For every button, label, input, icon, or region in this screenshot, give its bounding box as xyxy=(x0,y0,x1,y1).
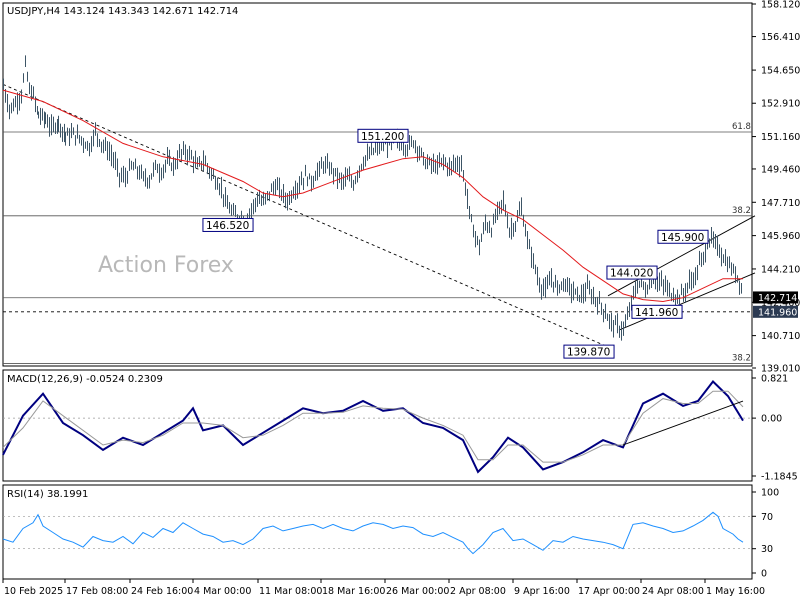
price-trendline xyxy=(2,83,614,350)
xtick-label: 24 Apr 08:00 xyxy=(642,586,704,597)
price-ytick-label: 140.710 xyxy=(761,331,800,342)
price-callout-label: 151.200 xyxy=(361,131,404,143)
rsi-ytick-label: 30 xyxy=(761,544,773,555)
xtick-label: 17 Apr 00:00 xyxy=(578,586,640,597)
fib-level-label: 38.2 xyxy=(732,206,751,216)
price-ytick-label: 158.120 xyxy=(761,0,800,11)
price-panel-frame xyxy=(2,2,753,367)
xtick-label: 2 Apr 08:00 xyxy=(450,586,506,597)
price-callout-label: 145.900 xyxy=(661,232,704,244)
macd-layer xyxy=(2,379,752,474)
price-callout-label: 144.020 xyxy=(610,268,653,280)
macd-ytick-label: -1.1845 xyxy=(761,472,798,483)
rsi-ytick-label: 0 xyxy=(761,569,767,580)
xtick-label: 26 Mar 00:00 xyxy=(386,586,449,597)
price-layer: 61.8 38.2 38.2 151.200 146.520 145.900 144.020… xyxy=(2,55,756,364)
macd-trendline xyxy=(622,400,744,446)
last-price-tag-text: 142.714 xyxy=(758,293,797,304)
xtick-label: 11 Mar 08:00 xyxy=(259,586,322,597)
price-callout-box xyxy=(631,304,683,319)
price-ytick-label: 145.960 xyxy=(761,231,800,242)
price-ytick-label: 151.160 xyxy=(761,132,800,143)
macd-series-macd xyxy=(2,379,744,474)
rsi-panel-frame xyxy=(2,484,753,580)
moving-average-line xyxy=(2,89,743,303)
fib-level-label: 38.2 xyxy=(732,353,751,363)
price-callout-box xyxy=(563,344,615,359)
price-callout-box xyxy=(357,128,409,143)
price-callout-box xyxy=(657,229,709,244)
watermark-text: Action Forex xyxy=(98,253,234,278)
support-price-tag-text: 141.960 xyxy=(758,307,797,318)
xtick-label: 10 Feb 2025 xyxy=(4,586,63,597)
price-callout-label: 141.960 xyxy=(635,307,678,319)
support-price-tag xyxy=(753,305,798,318)
xtick-label: 4 Mar 00:00 xyxy=(194,586,251,597)
xtick-label: 24 Feb 16:00 xyxy=(131,586,193,597)
xtick-label: 17 Feb 08:00 xyxy=(66,586,128,597)
macd-ytick-label: 0.821 xyxy=(761,374,788,385)
macd-panel-frame xyxy=(2,369,753,482)
price-callout-label: 146.520 xyxy=(206,220,249,232)
rsi-header: RSI(14) 38.1991 xyxy=(7,489,88,500)
price-header: USDJPY,H4 143.124 143.343 142.671 142.71… xyxy=(7,6,238,17)
rsi-ytick-label: 70 xyxy=(761,512,773,523)
macd-ytick-label: 0.00 xyxy=(761,414,782,425)
macd-header: MACD(12,26,9) -0.0524 0.2309 xyxy=(7,374,163,385)
rsi-ytick-label: 100 xyxy=(761,488,779,499)
price-callout-box xyxy=(202,217,254,232)
price-ytick-label: 139.010 xyxy=(761,364,800,375)
price-ytick-label: 149.460 xyxy=(761,164,800,175)
last-price-tag xyxy=(753,291,798,304)
price-trendline xyxy=(607,215,756,297)
price-ytick-label: 156.410 xyxy=(761,32,800,43)
price-callout-box xyxy=(606,265,658,280)
price-ytick-label: 144.210 xyxy=(761,264,800,275)
xtick-label: 18 Mar 16:00 xyxy=(322,586,385,597)
xtick-label: 9 Apr 16:00 xyxy=(514,586,570,597)
price-ytick-label: 154.650 xyxy=(761,66,800,77)
price-ytick-label: 147.710 xyxy=(761,198,800,209)
rsi-series-line xyxy=(2,511,744,555)
fib-level-label: 61.8 xyxy=(732,122,751,132)
price-ytick-label: 152.910 xyxy=(761,99,800,110)
price-callout-label: 139.870 xyxy=(567,347,610,359)
rsi-layer xyxy=(2,511,752,555)
xtick-label: 1 May 16:00 xyxy=(706,586,765,597)
price-trendline xyxy=(618,272,756,331)
macd-series-signal xyxy=(2,390,744,463)
